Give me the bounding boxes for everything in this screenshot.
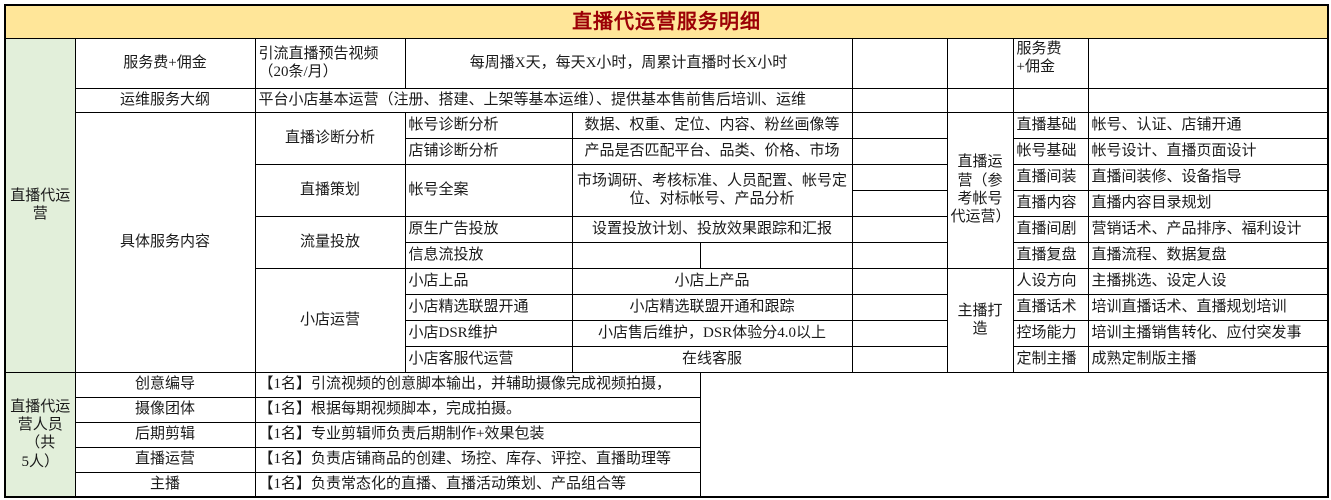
item-cell: 帐号诊断分析 bbox=[404, 111, 573, 139]
empty-cell bbox=[851, 267, 948, 295]
staff-desc-cell: 【1名】专业剪辑师负责后期制作+效果包装 bbox=[254, 421, 701, 448]
empty-cell bbox=[699, 371, 1329, 498]
desc-cell: 小店上产品 bbox=[571, 267, 853, 295]
right-item-cell: 定制主播 bbox=[1012, 345, 1089, 373]
right-item-cell: 直播复盘 bbox=[1012, 241, 1089, 269]
empty-cell bbox=[851, 111, 948, 139]
empty-cell bbox=[851, 241, 948, 269]
empty-cell bbox=[851, 293, 948, 321]
staff-role-cell: 主播 bbox=[74, 471, 256, 498]
right-item-cell: 直播间装 bbox=[1012, 163, 1089, 191]
right-desc-cell: 直播内容目录规划 bbox=[1087, 189, 1329, 217]
item-cell: 小店上品 bbox=[404, 267, 573, 295]
right-desc-cell: 主播挑选、设定人设 bbox=[1087, 267, 1329, 295]
right-group-anchor-cell: 主播打造 bbox=[946, 267, 1014, 373]
side-header-staff: 直播代运营人员 （共 5人） bbox=[4, 371, 76, 498]
empty-cell bbox=[851, 345, 948, 373]
item-cell: 帐号全案 bbox=[404, 163, 573, 217]
item-cell: 店铺诊断分析 bbox=[404, 137, 573, 165]
right-desc-cell: 营销话术、产品排序、福利设计 bbox=[1087, 215, 1329, 243]
fee-video-cell: 引流直播预告视频（20条/月） bbox=[254, 37, 406, 89]
item-cell: 原生广告投放 bbox=[404, 215, 573, 243]
ops-label-cell: 运维服务大纲 bbox=[74, 87, 256, 113]
side-header-live-agency: 直播代运营 bbox=[4, 37, 76, 373]
right-desc-cell: 培训直播话术、直播规划培训 bbox=[1087, 293, 1329, 321]
group-diagnosis-cell: 直播诊断分析 bbox=[254, 111, 406, 165]
empty-cell bbox=[699, 241, 853, 269]
fee-schedule-cell: 每周播X天，每天X小时，周累计直播时长X小时 bbox=[404, 37, 853, 89]
desc-cell: 小店精选联盟开通和跟踪 bbox=[571, 293, 853, 321]
fee-right-label-cell: 服务费+佣金 bbox=[1012, 37, 1089, 89]
right-desc-cell: 直播流程、数据复盘 bbox=[1087, 241, 1329, 269]
item-cell: 小店客服代运营 bbox=[404, 345, 573, 373]
fee-label-cell: 服务费+佣金 bbox=[74, 37, 256, 89]
right-item-cell: 人设方向 bbox=[1012, 267, 1089, 295]
staff-desc-cell: 【1名】引流视频的创意脚本输出，并辅助摄像完成视频拍摄， bbox=[254, 371, 701, 398]
right-item-cell: 直播间剧 bbox=[1012, 215, 1089, 243]
right-item-cell: 直播话术 bbox=[1012, 293, 1089, 321]
empty-cell bbox=[851, 37, 948, 89]
empty-cell bbox=[1087, 37, 1329, 89]
desc-cell: 小店售后维护，DSR体验分4.0以上 bbox=[571, 319, 853, 347]
right-group-live-ops-cell: 直播运营（参考帐号代运营） bbox=[946, 111, 1014, 269]
desc-cell: 数据、权重、定位、内容、粉丝画像等 bbox=[571, 111, 853, 139]
empty-cell bbox=[851, 137, 948, 165]
page-title: 直播代运营服务明细 bbox=[4, 4, 1329, 39]
staff-role-cell: 创意编导 bbox=[74, 371, 256, 398]
group-shop-cell: 小店运营 bbox=[254, 267, 406, 373]
empty-cell bbox=[851, 319, 948, 347]
desc-cell: 产品是否匹配平台、品类、价格、市场 bbox=[571, 137, 853, 165]
empty-cell bbox=[851, 189, 948, 217]
empty-cell bbox=[1087, 87, 1329, 113]
right-desc-cell: 帐号、认证、店铺开通 bbox=[1087, 111, 1329, 139]
right-desc-cell: 直播间装修、设备指导 bbox=[1087, 163, 1329, 191]
right-desc-cell: 成熟定制版主播 bbox=[1087, 345, 1329, 373]
right-item-cell: 直播基础 bbox=[1012, 111, 1089, 139]
empty-cell bbox=[571, 241, 701, 269]
group-traffic-cell: 流量投放 bbox=[254, 215, 406, 269]
empty-cell bbox=[946, 37, 1014, 89]
desc-cell: 在线客服 bbox=[571, 345, 853, 373]
service-detail-table: 直播代运营服务明细 直播代运营 服务费+佣金 引流直播预告视频（20条/月） 每… bbox=[4, 4, 1330, 498]
item-cell: 小店DSR维护 bbox=[404, 319, 573, 347]
content-header-cell: 具体服务内容 bbox=[74, 111, 256, 373]
staff-role-cell: 摄像团体 bbox=[74, 396, 256, 423]
item-cell: 小店精选联盟开通 bbox=[404, 293, 573, 321]
group-planning-cell: 直播策划 bbox=[254, 163, 406, 217]
right-desc-cell: 帐号设计、直播页面设计 bbox=[1087, 137, 1329, 165]
empty-cell bbox=[851, 163, 948, 191]
staff-desc-cell: 【1名】根据每期视频脚本，完成拍摄。 bbox=[254, 396, 701, 423]
staff-desc-cell: 【1名】负责店铺商品的创建、场控、库存、评控、直播助理等 bbox=[254, 446, 701, 473]
right-item-cell: 帐号基础 bbox=[1012, 137, 1089, 165]
item-cell: 信息流投放 bbox=[404, 241, 573, 269]
staff-role-cell: 后期剪辑 bbox=[74, 421, 256, 448]
ops-desc-cell: 平台小店基本运营（注册、搭建、上架等基本运维）、提供基本售前售后培训、运维 bbox=[254, 87, 853, 113]
empty-cell bbox=[946, 87, 1014, 113]
right-desc-cell: 培训主播销售转化、应付突发事 bbox=[1087, 319, 1329, 347]
right-item-cell: 控场能力 bbox=[1012, 319, 1089, 347]
staff-role-cell: 直播运营 bbox=[74, 446, 256, 473]
empty-cell bbox=[1012, 87, 1089, 113]
staff-desc-cell: 【1名】负责常态化的直播、直播活动策划、产品组合等 bbox=[254, 471, 701, 498]
desc-cell: 市场调研、考核标准、人员配置、帐号定位、对标帐号、产品分析 bbox=[571, 163, 853, 217]
right-item-cell: 直播内容 bbox=[1012, 189, 1089, 217]
desc-cell: 设置投放计划、投放效果跟踪和汇报 bbox=[571, 215, 853, 243]
empty-cell bbox=[851, 215, 948, 243]
empty-cell bbox=[851, 87, 948, 113]
